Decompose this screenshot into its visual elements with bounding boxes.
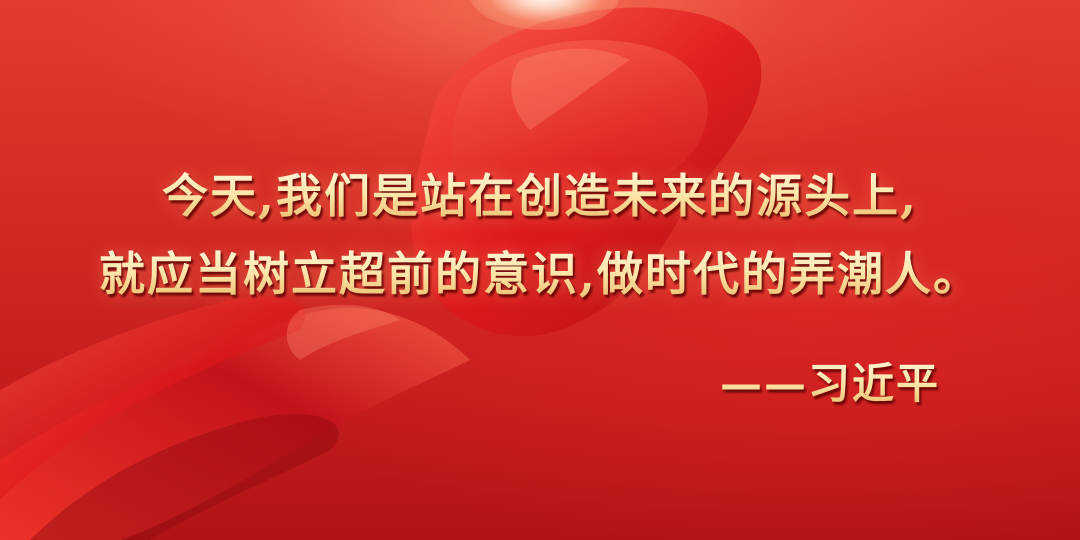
quote-line-2: 就应当树立超前的意识,做时代的弄潮人。: [0, 238, 1080, 304]
quote-attribution: ——习近平: [720, 350, 940, 411]
quote-line-1: 今天,我们是站在创造未来的源头上,: [0, 160, 1080, 226]
